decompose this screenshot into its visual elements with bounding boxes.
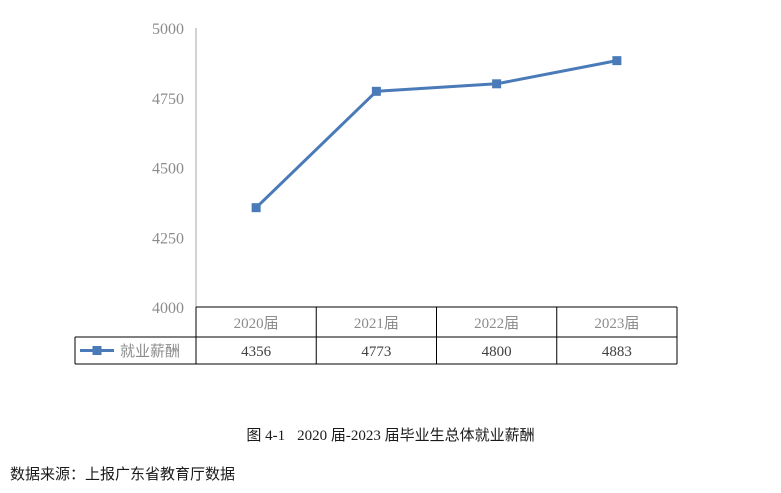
data-point-marker <box>251 203 261 213</box>
y-tick-label: 5000 <box>152 21 184 38</box>
caption-text: 2020 届-2023 届毕业生总体就业薪酬 <box>297 428 535 444</box>
y-tick-label: 4750 <box>152 91 184 108</box>
data-point-marker <box>492 79 502 89</box>
y-axis: 4000 4250 4500 4750 5000 <box>152 21 197 317</box>
legend-label: 就业薪酬 <box>120 342 180 360</box>
chart-area: 4000 4250 4500 4750 5000 2020届 2021届 2022届 2023… <box>74 21 678 365</box>
caption-label: 图 4-1 <box>246 428 286 444</box>
table-value-cell: 4883 <box>602 344 632 360</box>
y-tick-label: 4250 <box>152 230 184 247</box>
legend-marker <box>92 346 102 355</box>
figure-caption: 图 4-1 2020 届-2023 届毕业生总体就业薪酬 <box>0 424 781 445</box>
table-value-cell: 4773 <box>361 344 391 360</box>
series-line <box>251 56 622 213</box>
x-category-label: 2020届 <box>234 315 279 332</box>
x-category-label: 2022届 <box>474 315 519 332</box>
legend: 就业薪酬 <box>80 342 180 360</box>
x-category-label: 2021届 <box>354 315 399 332</box>
y-tick-label: 4000 <box>152 300 184 317</box>
y-tick-label: 4500 <box>152 161 184 178</box>
x-category-label: 2023届 <box>594 315 639 332</box>
table-value-cell: 4356 <box>241 344 272 360</box>
data-source-note: 数据来源：上报广东省教育厅数据 <box>10 465 236 483</box>
series-line-path <box>255 59 618 209</box>
data-table: 2020届 2021届 2022届 2023届 4356 4773 4800 4883 <box>74 306 678 365</box>
table-value-cell: 4800 <box>482 344 512 360</box>
data-point-marker <box>612 56 622 66</box>
data-point-marker <box>371 86 381 96</box>
